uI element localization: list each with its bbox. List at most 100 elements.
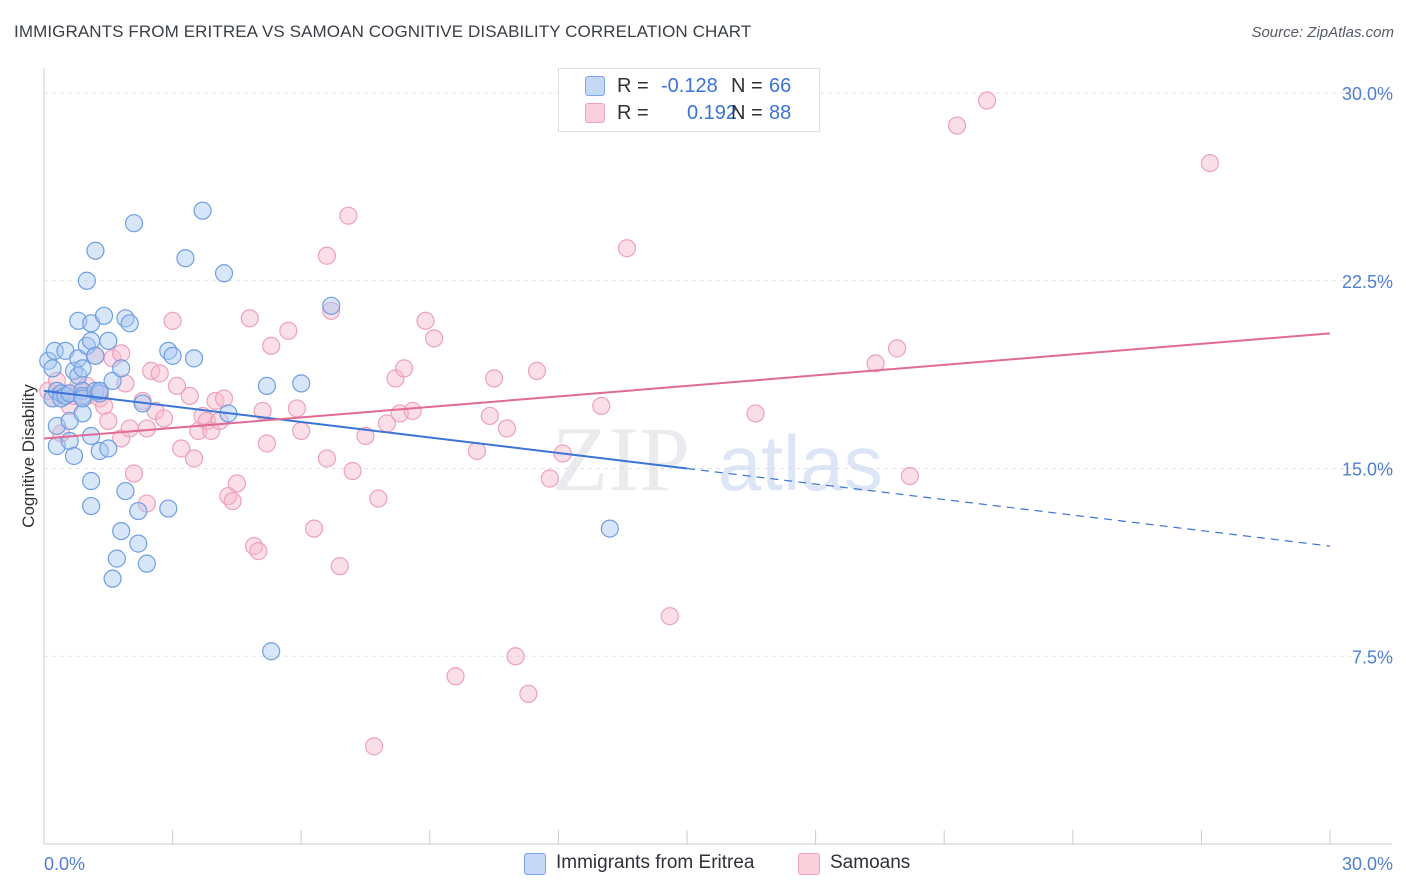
axes bbox=[43, 68, 1392, 845]
samoan-point bbox=[317, 246, 337, 265]
y-tick-label: 22.5% bbox=[1342, 272, 1393, 292]
legend-n-label: N = bbox=[731, 75, 763, 97]
eritrea-point bbox=[45, 341, 64, 360]
samoan-point bbox=[947, 116, 967, 135]
samoan-point bbox=[304, 519, 324, 538]
samoan-points bbox=[39, 91, 1220, 756]
eritrea-point bbox=[176, 249, 195, 268]
samoan-point bbox=[506, 647, 525, 666]
eritrea-point bbox=[112, 521, 131, 541]
samoan-point bbox=[900, 466, 920, 486]
eritrea-point bbox=[124, 214, 144, 233]
bottom-legend-swatch-eritrea bbox=[524, 853, 546, 875]
eritrea-point bbox=[116, 481, 135, 501]
samoan-point bbox=[369, 489, 388, 508]
samoan-point bbox=[317, 449, 337, 468]
eritrea-point bbox=[214, 264, 234, 283]
eritrea-point bbox=[112, 359, 131, 378]
y-tick-label: 7.5% bbox=[1352, 647, 1393, 667]
samoan-point bbox=[99, 411, 118, 431]
eritrea-point bbox=[600, 519, 619, 538]
samoan-point bbox=[416, 311, 435, 330]
eritrea-point bbox=[99, 331, 118, 350]
eritrea-point bbox=[86, 241, 105, 260]
samoan-point bbox=[154, 409, 174, 428]
samoan-point bbox=[480, 406, 499, 426]
y-tick-label: 30.0% bbox=[1342, 84, 1393, 104]
samoan-point bbox=[467, 441, 487, 461]
samoan-point bbox=[540, 469, 559, 488]
samoan-point bbox=[887, 339, 907, 358]
samoan-point bbox=[180, 386, 199, 406]
eritrea-point bbox=[94, 306, 114, 325]
samoan-point bbox=[150, 364, 169, 383]
samoan-point bbox=[120, 419, 139, 438]
source-credit: Source: ZipAtlas.com bbox=[1251, 24, 1394, 41]
eritrea-point bbox=[159, 499, 178, 518]
samoan-point bbox=[617, 239, 637, 258]
eritrea-point bbox=[90, 381, 109, 401]
samoan-point bbox=[167, 376, 186, 396]
eritrea-point bbox=[82, 496, 101, 516]
x-tick-labels: 0.0% 30.0% bbox=[44, 854, 1393, 874]
samoan-point bbox=[394, 359, 414, 378]
samoan-point bbox=[137, 419, 156, 438]
gridlines bbox=[44, 92, 1392, 657]
eritrea-point bbox=[82, 471, 101, 491]
watermark-atlas: atlas bbox=[718, 419, 883, 507]
bottom-legend-swatch-samoan bbox=[798, 853, 820, 875]
legend-swatch-samoan bbox=[585, 103, 605, 123]
eritrea-point bbox=[262, 642, 281, 661]
eritrea-point bbox=[129, 534, 148, 553]
eritrea-point bbox=[137, 554, 156, 573]
eritrea-point bbox=[64, 446, 84, 466]
eritrea-point bbox=[86, 346, 105, 365]
samoan-point bbox=[356, 426, 375, 446]
eritrea-point bbox=[107, 549, 126, 568]
y-tick-labels: 7.5% 15.0% 22.5% 30.0% bbox=[1342, 84, 1393, 667]
legend-n-value: 88 bbox=[769, 102, 792, 124]
samoan-point bbox=[322, 301, 341, 320]
samoan-point bbox=[746, 404, 765, 423]
eritrea-point bbox=[103, 371, 122, 390]
samoan-point bbox=[227, 474, 246, 493]
x-tick-label: 30.0% bbox=[1342, 854, 1393, 874]
samoan-point bbox=[287, 399, 307, 418]
y-tick-label: 15.0% bbox=[1342, 460, 1393, 480]
samoan-point bbox=[292, 421, 311, 441]
eritrea-point bbox=[77, 271, 96, 290]
legend-r-label: R = bbox=[617, 102, 649, 124]
samoan-point bbox=[240, 309, 259, 328]
legend-r-label: R = bbox=[617, 75, 649, 97]
legend-swatch-eritrea bbox=[585, 76, 605, 96]
samoan-point bbox=[519, 684, 538, 703]
samoan-point bbox=[497, 419, 517, 438]
eritrea-point bbox=[163, 346, 182, 365]
samoan-point bbox=[253, 401, 272, 421]
samoan-point bbox=[163, 311, 182, 330]
eritrea-point bbox=[73, 359, 92, 378]
samoan-point bbox=[214, 389, 234, 408]
samoan-point bbox=[339, 206, 358, 225]
samoan-point bbox=[249, 542, 268, 561]
samoan-point bbox=[223, 491, 242, 511]
bottom-legend-label-samoan: Samoans bbox=[830, 852, 911, 873]
samoan-point bbox=[112, 344, 131, 363]
y-axis-label: Cognitive Disability bbox=[19, 384, 38, 528]
samoan-point bbox=[592, 396, 611, 416]
correlation-legend: R = -0.128 N = 66 R = 0.192 N = 88 bbox=[558, 68, 820, 132]
samoan-point bbox=[403, 401, 422, 421]
eritrea-point bbox=[129, 501, 148, 521]
legend-r-value: -0.128 bbox=[661, 75, 718, 97]
eritrea-trend-line bbox=[43, 389, 688, 470]
eritrea-point bbox=[193, 201, 212, 220]
samoan-point bbox=[343, 461, 362, 481]
samoan-point bbox=[184, 449, 204, 468]
samoan-point bbox=[866, 354, 885, 373]
samoan-point bbox=[977, 91, 997, 110]
eritrea-points bbox=[39, 201, 619, 661]
samoan-point bbox=[262, 336, 281, 355]
samoan-point bbox=[279, 321, 298, 340]
legend-n-value: 66 bbox=[769, 75, 792, 97]
